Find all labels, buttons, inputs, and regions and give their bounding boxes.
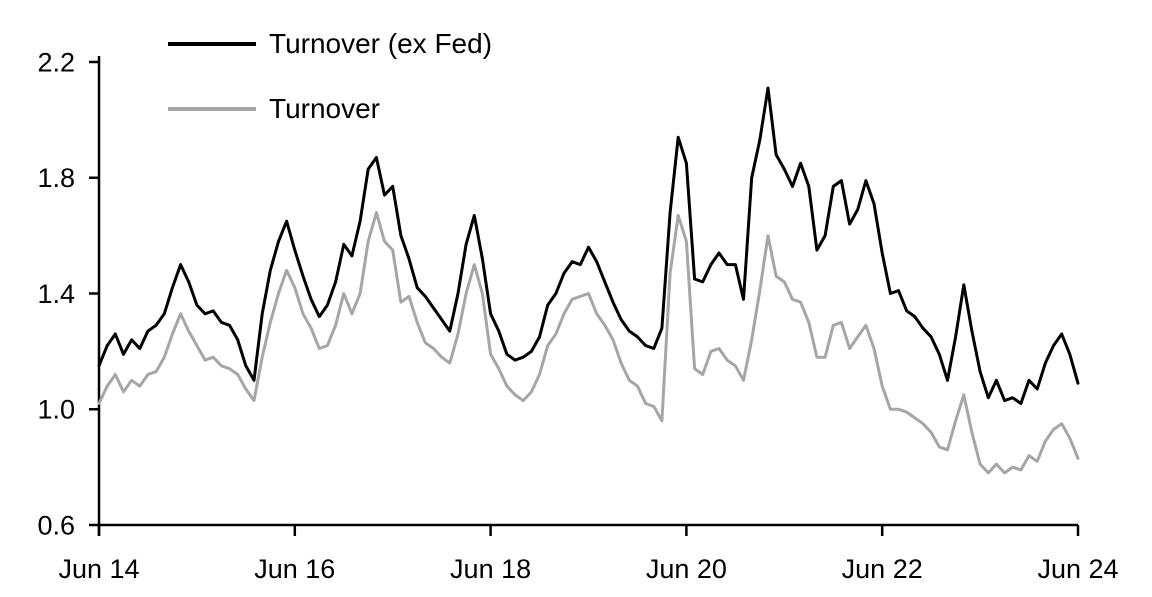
legend-line-swatch-black (168, 42, 256, 46)
legend-item-turnover: Turnover (168, 91, 492, 127)
x-axis-label: Jun 18 (450, 554, 531, 584)
x-axis-label: Jun 16 (254, 554, 335, 584)
y-axis-label: 1.8 (37, 163, 75, 193)
series-line-turnover (97, 211, 1080, 475)
legend-line-swatch-gray (168, 107, 256, 111)
y-axis-label: 0.6 (37, 510, 75, 540)
series-line-turnover-ex-fed (97, 86, 1080, 405)
y-axis-label: 2.2 (37, 47, 75, 77)
chart-legend: Turnover (ex Fed) Turnover (168, 26, 492, 156)
legend-label-turnover-ex-fed: Turnover (ex Fed) (269, 28, 493, 59)
y-axis-label: 1.4 (37, 279, 75, 309)
legend-item-turnover-ex-fed: Turnover (ex Fed) (168, 26, 492, 62)
x-axis-label: Jun 20 (646, 554, 727, 584)
x-axis-label: Jun 22 (842, 554, 923, 584)
legend-label-turnover: Turnover (269, 93, 381, 124)
x-axis-label: Jun 24 (1037, 554, 1118, 584)
y-axis-label: 1.0 (37, 395, 75, 425)
x-axis-label: Jun 14 (58, 554, 139, 584)
